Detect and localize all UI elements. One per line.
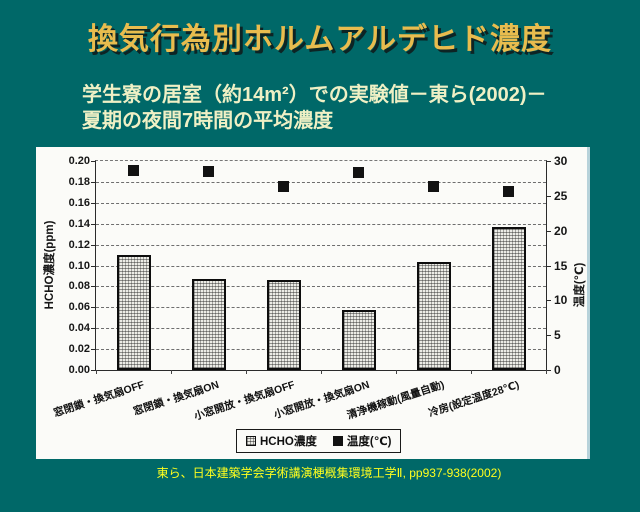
gridline bbox=[96, 328, 546, 330]
left-axis-tick-mark bbox=[91, 223, 96, 225]
legend-item-temp: 温度(℃) bbox=[332, 433, 392, 449]
right-axis-tick-mark bbox=[546, 230, 551, 232]
x-axis-tick-mark bbox=[546, 370, 547, 374]
x-axis-tick-mark bbox=[321, 370, 322, 374]
gridline bbox=[96, 223, 546, 225]
point-temperature bbox=[353, 166, 364, 178]
right-axis-tick-label: 20 bbox=[554, 223, 568, 238]
left-axis-tick-label: 0.20 bbox=[68, 155, 90, 167]
left-axis-tick-mark bbox=[91, 161, 96, 162]
gridline bbox=[96, 307, 546, 309]
x-axis-tick-mark bbox=[471, 370, 472, 374]
right-axis-tick-label: 15 bbox=[554, 258, 568, 273]
legend-marker-temp-icon bbox=[332, 436, 343, 446]
page-title: 換気行為別ホルムアルデヒド濃度 bbox=[87, 23, 553, 56]
right-axis-tick-mark bbox=[546, 265, 551, 267]
subtitle-line-1: 学生寮の居室（約14m²）での実験値－東ら(2002)－ bbox=[82, 84, 547, 106]
left-axis-tick-mark bbox=[91, 307, 96, 309]
left-axis-tick-label: 0.08 bbox=[68, 280, 90, 293]
right-axis-tick-label: 10 bbox=[554, 293, 568, 308]
left-axis-tick-label: 0.06 bbox=[68, 301, 90, 314]
left-axis-tick-label: 0.04 bbox=[68, 322, 90, 335]
left-axis-tick-mark bbox=[91, 202, 96, 204]
left-axis-title: HCHO濃度(ppm) bbox=[44, 220, 56, 310]
x-axis-category-label-text: 窓閉鎖・換気扇OFF bbox=[52, 378, 146, 420]
point-temperature bbox=[428, 180, 439, 192]
right-axis-tick-mark bbox=[546, 161, 551, 162]
left-axis-tick-label: 0.16 bbox=[68, 196, 90, 209]
bar-hcho bbox=[491, 226, 526, 370]
gridline bbox=[96, 181, 546, 183]
citation-text: 東ら、日本建築学会学術講演梗概集環境工学Ⅱ, pp937-938(2002) bbox=[156, 466, 502, 480]
gridline bbox=[96, 202, 546, 204]
left-axis-tick-label: 0.14 bbox=[68, 217, 90, 230]
x-axis-tick-mark bbox=[96, 370, 97, 374]
point-temperature bbox=[128, 164, 139, 176]
left-axis-tick-mark bbox=[91, 328, 96, 330]
chart-area: 0.00 0.02 0.04 0.06 0.08 0.10 0.12 0.14 0.16 0.18… bbox=[36, 147, 590, 459]
bar-hcho bbox=[341, 310, 376, 370]
point-temperature bbox=[278, 181, 289, 193]
x-axis-tick-mark bbox=[396, 370, 397, 374]
left-axis-tick-mark bbox=[91, 349, 96, 351]
right-axis-tick-label: 0 bbox=[554, 363, 561, 377]
point-temperature bbox=[503, 186, 514, 198]
right-axis-tick-mark bbox=[546, 195, 551, 197]
left-axis-tick-mark bbox=[91, 370, 96, 371]
slide-subtitle: 学生寮の居室（約14m²）での実験値－東ら(2002)－ 夏期の夜間7時間の平均… bbox=[82, 82, 602, 134]
right-axis-tick-label: 25 bbox=[554, 188, 568, 203]
left-axis-tick-label: 0.12 bbox=[68, 238, 90, 251]
left-axis-tick-label: 0.18 bbox=[68, 175, 90, 188]
left-axis-tick-label: 0.10 bbox=[68, 259, 90, 272]
right-axis-tick-mark bbox=[546, 300, 551, 302]
legend-item-hcho: HCHO濃度 bbox=[246, 433, 317, 449]
left-axis-tick-mark bbox=[91, 265, 96, 267]
point-temperature bbox=[203, 165, 214, 177]
gridline bbox=[96, 244, 546, 246]
left-axis-tick-mark bbox=[91, 286, 96, 288]
left-axis-tick-mark bbox=[91, 244, 96, 246]
bar-hcho bbox=[416, 262, 451, 370]
right-axis-tick-label: 5 bbox=[554, 328, 561, 343]
subtitle-line-2: 夏期の夜間7時間の平均濃度 bbox=[82, 110, 334, 132]
left-axis-tick-label: 0.02 bbox=[68, 343, 90, 356]
left-axis-tick-mark bbox=[91, 181, 96, 183]
x-axis-tick-mark bbox=[171, 370, 172, 374]
right-axis-tick-label: 30 bbox=[554, 154, 568, 168]
bar-hcho bbox=[116, 255, 151, 370]
legend-label-temp: 温度(℃) bbox=[346, 436, 392, 448]
right-axis-title: 温度(℃) bbox=[574, 262, 586, 308]
bar-hcho bbox=[191, 279, 226, 370]
gridline bbox=[96, 265, 546, 267]
gridline bbox=[96, 286, 546, 288]
chart-plot-area: 0.00 0.02 0.04 0.06 0.08 0.10 0.12 0.14 0.16 0.18… bbox=[52, 154, 567, 423]
legend-label-hcho: HCHO濃度 bbox=[260, 436, 317, 448]
legend-marker-hcho-icon bbox=[246, 436, 256, 446]
x-axis-tick-mark bbox=[246, 370, 247, 374]
right-axis-tick-mark bbox=[546, 335, 551, 337]
bar-hcho bbox=[266, 280, 301, 370]
right-axis-tick-mark bbox=[546, 370, 551, 371]
gridline bbox=[96, 349, 546, 351]
chart-legend: HCHO濃度 温度(℃) bbox=[236, 429, 402, 453]
left-axis-tick-label: 0.00 bbox=[68, 364, 90, 376]
